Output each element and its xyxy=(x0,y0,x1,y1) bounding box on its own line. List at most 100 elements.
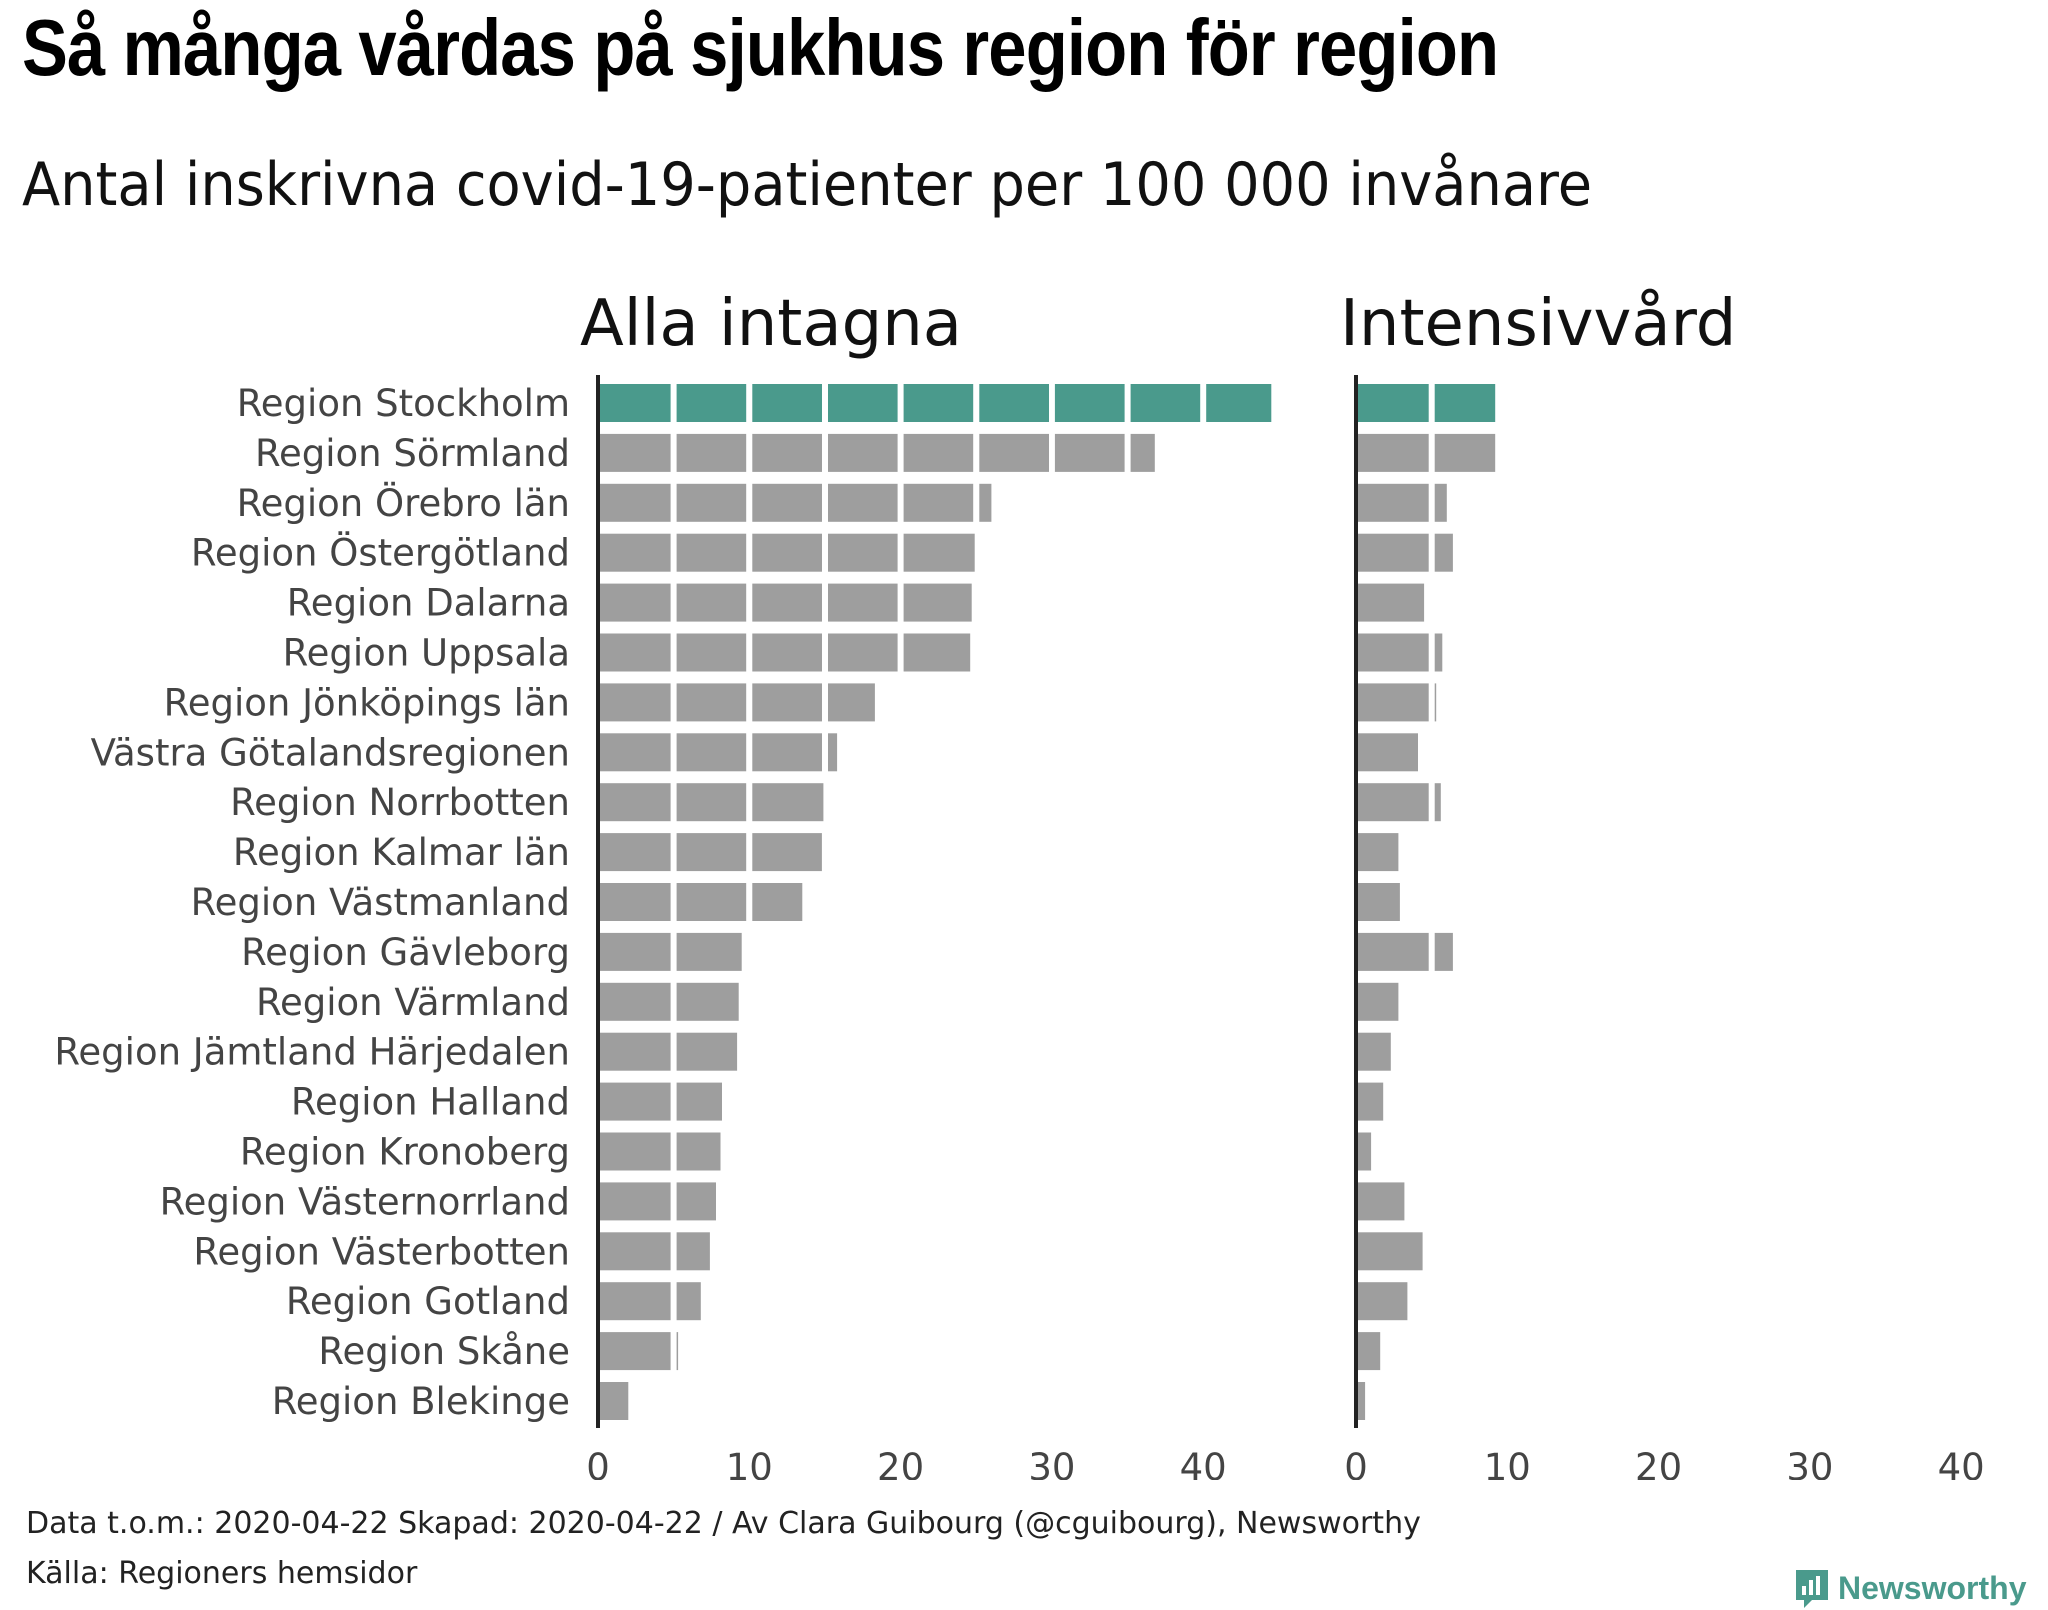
bar-segment xyxy=(752,783,824,822)
bar-segment xyxy=(676,1182,716,1221)
bar-segment xyxy=(676,883,747,921)
bar-segment xyxy=(752,583,822,622)
bar-segment xyxy=(600,1032,671,1071)
category-label: Region Kronoberg xyxy=(240,1131,570,1174)
category-label: Region Västmanland xyxy=(191,881,570,924)
bar-segment xyxy=(1358,483,1429,522)
bar-segment xyxy=(600,883,671,921)
bar-segment xyxy=(676,932,742,971)
bar-segment xyxy=(676,1132,721,1171)
bar-segment xyxy=(600,1282,671,1321)
panel-title: Alla intagna xyxy=(580,287,962,361)
category-label: Region Uppsala xyxy=(283,632,570,675)
bar-segment xyxy=(676,433,747,472)
bar-segment xyxy=(600,633,671,672)
category-label: Region Sörmland xyxy=(255,432,570,475)
bar-segment xyxy=(1206,384,1272,422)
footer-credits: Data t.o.m.: 2020-04-22 Skapad: 2020-04-… xyxy=(26,1506,1421,1541)
bar-segment xyxy=(979,483,992,522)
bar-segment xyxy=(903,533,975,572)
panel-title: Intensivvård xyxy=(1340,287,1736,361)
bar-segment xyxy=(600,1082,671,1121)
category-label: Region Kalmar län xyxy=(233,831,570,874)
bar-segment xyxy=(676,1232,710,1271)
bar-segment xyxy=(752,483,822,522)
bar-segment xyxy=(828,384,898,422)
bar-segment xyxy=(600,932,671,971)
bar-segment xyxy=(1434,683,1437,722)
bar-segment xyxy=(1434,533,1453,572)
tick-label: 0 xyxy=(1344,1446,1368,1480)
tick-label: 30 xyxy=(1028,1446,1075,1480)
bar-chart-icon xyxy=(1796,1570,1828,1608)
bar-segment xyxy=(752,733,822,772)
bar-segment xyxy=(1358,1032,1391,1071)
bar-segment xyxy=(1358,932,1429,971)
bar-segment xyxy=(600,1332,671,1371)
bar-segment xyxy=(1358,883,1400,921)
category-label: Region Jönköpings län xyxy=(164,681,570,724)
bar-segment xyxy=(676,1282,701,1321)
tick-label: 20 xyxy=(1635,1446,1682,1480)
bar-segment xyxy=(1358,1082,1384,1121)
bar-segment xyxy=(676,633,747,672)
bar-segment xyxy=(752,533,822,572)
category-label: Region Gotland xyxy=(286,1280,570,1323)
tick-label: 40 xyxy=(1938,1446,1985,1480)
category-label: Region Norrbotten xyxy=(230,781,570,824)
category-label: Region Halland xyxy=(291,1081,570,1124)
bar-segment xyxy=(1358,1382,1366,1420)
chart-title: Så många vårdas på sjukhus region för re… xyxy=(22,3,1499,92)
bar-segment xyxy=(1358,1232,1423,1271)
category-label: Region Västernorrland xyxy=(160,1180,570,1223)
bar-segment xyxy=(676,683,747,722)
bar-segment xyxy=(1434,932,1453,971)
bar-segment xyxy=(1358,1132,1372,1171)
bar-segment xyxy=(1358,1332,1381,1371)
bar-segment xyxy=(1358,833,1399,872)
bar-segment xyxy=(600,1132,671,1171)
tick-label: 20 xyxy=(877,1446,924,1480)
newsworthy-logo: Newsworthy xyxy=(1792,1566,2026,1610)
bar-segment xyxy=(600,833,671,872)
bar-segment xyxy=(1130,433,1155,472)
bar-segment xyxy=(600,583,671,622)
tick-label: 30 xyxy=(1786,1446,1833,1480)
bar-segment xyxy=(903,483,974,522)
bar-segment xyxy=(676,733,747,772)
bar-segment xyxy=(1358,433,1429,472)
bar-segment xyxy=(1434,483,1447,522)
bar-segment xyxy=(1054,384,1125,422)
bar-segment xyxy=(1434,633,1443,672)
category-label: Region Örebro län xyxy=(237,482,570,525)
tick-label: 10 xyxy=(726,1446,773,1480)
bar-segment xyxy=(1358,733,1418,772)
bar-segment xyxy=(903,384,974,422)
bar-segment xyxy=(1130,384,1201,422)
bar-segment xyxy=(903,433,974,472)
bar-segment xyxy=(600,433,671,472)
category-label: Region Värmland xyxy=(256,981,570,1024)
bar-segment xyxy=(1434,433,1496,472)
bar-segment xyxy=(1358,1282,1408,1321)
bar-segment xyxy=(1358,982,1399,1021)
bar-segment xyxy=(676,783,747,822)
bar-segment xyxy=(676,1082,722,1121)
bar-segment xyxy=(600,1232,671,1271)
logo-text: Newsworthy xyxy=(1838,1569,2027,1606)
bar-segment xyxy=(752,883,803,921)
bar-segment xyxy=(676,384,747,422)
bar-segment xyxy=(752,683,822,722)
footer-source: Källa: Regioners hemsidor xyxy=(26,1556,418,1591)
category-label: Region Jämtland Härjedalen xyxy=(54,1031,570,1074)
tick-label: 40 xyxy=(1180,1446,1227,1480)
bar-segment xyxy=(1358,533,1429,572)
chart-subtitle: Antal inskrivna covid-19-patienter per 1… xyxy=(22,150,1593,220)
bar-segment xyxy=(676,982,739,1021)
bar-segment xyxy=(600,533,671,572)
bar-segment xyxy=(676,833,747,872)
bar-segment xyxy=(600,1382,629,1420)
bar-segment xyxy=(752,384,822,422)
bar-segment xyxy=(600,1182,671,1221)
bar-segment xyxy=(676,583,747,622)
